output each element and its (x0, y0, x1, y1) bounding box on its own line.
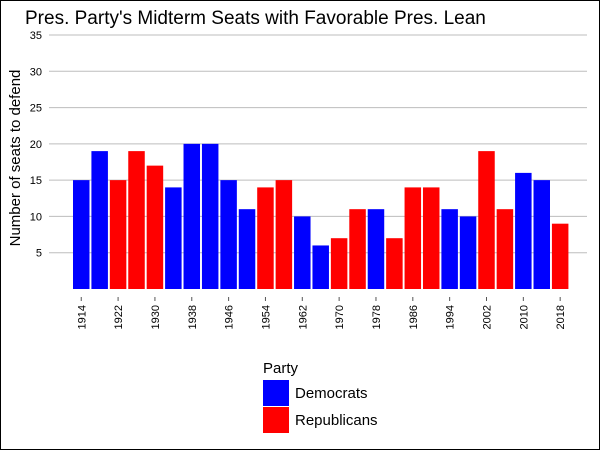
bar-1998 (459, 216, 477, 289)
bar-1970 (330, 238, 348, 289)
x-tick-label: 2002 (481, 305, 493, 329)
y-tick-label: 5 (36, 248, 42, 260)
bar-1930 (146, 165, 164, 289)
bar-1978 (367, 209, 385, 289)
x-tick-label: 1954 (260, 305, 272, 329)
x-tick-label: 1930 (150, 305, 162, 329)
x-tick-label: 1986 (408, 305, 420, 329)
bar-2018 (551, 223, 569, 289)
legend-swatch-democrats (263, 380, 289, 406)
legend-title: Party (263, 360, 299, 377)
bar-1938 (183, 143, 201, 289)
bar-1926 (128, 151, 145, 289)
bar-1958 (275, 180, 293, 289)
x-tick-label: 1938 (187, 305, 199, 329)
y-tick-label: 25 (30, 103, 42, 115)
x-tick-label: 1922 (113, 305, 125, 329)
x-tick-label: 1946 (224, 305, 236, 329)
bar-1962 (294, 216, 311, 289)
x-tick-label: 2010 (518, 305, 530, 329)
bars (73, 143, 569, 289)
bar-1942 (201, 143, 219, 289)
bar-1966 (312, 245, 329, 289)
x-axis-ticks: 1914 1922 1930 1938 1946 1954 1962 1970 1978 1986… (76, 297, 567, 329)
y-tick-label: 20 (30, 139, 42, 151)
bar-2010 (515, 172, 532, 289)
legend-swatch-republicans (263, 407, 289, 433)
x-tick-label: 1970 (334, 305, 346, 329)
y-tick-label: 30 (30, 66, 42, 78)
bar-1918 (91, 151, 108, 289)
bar-1934 (165, 187, 182, 289)
bar-2014 (533, 180, 550, 289)
bar-1946 (220, 180, 237, 289)
bar-1914 (73, 180, 90, 289)
x-tick-label: 1962 (297, 305, 309, 329)
x-tick-label: 1978 (371, 305, 383, 329)
legend-label-republicans: Republicans (295, 412, 378, 429)
y-axis-label: Number of seats to defend (7, 70, 24, 247)
bar-1982 (386, 238, 403, 289)
y-tick-label: 35 (30, 30, 42, 42)
bar-1974 (349, 209, 366, 289)
x-tick-label: 1994 (445, 305, 457, 329)
bar-1950 (238, 209, 256, 289)
bar-2002 (478, 151, 495, 289)
legend-label-democrats: Democrats (295, 385, 368, 402)
x-tick-label: 2018 (555, 305, 567, 329)
y-axis-ticks: 5 10 15 20 25 30 35 (30, 30, 42, 260)
bar-1986 (404, 187, 422, 289)
y-tick-label: 10 (30, 211, 42, 223)
legend: Party Democrats Republicans (263, 360, 378, 433)
bar-1994 (441, 209, 458, 289)
x-tick-label: 1914 (76, 305, 88, 329)
bar-2006 (496, 209, 514, 289)
bar-1954 (257, 187, 274, 289)
y-tick-label: 15 (30, 175, 42, 187)
bar-1990 (422, 187, 440, 289)
chart-title: Pres. Party's Midterm Seats with Favorab… (25, 8, 486, 29)
bar-1922 (109, 180, 127, 289)
